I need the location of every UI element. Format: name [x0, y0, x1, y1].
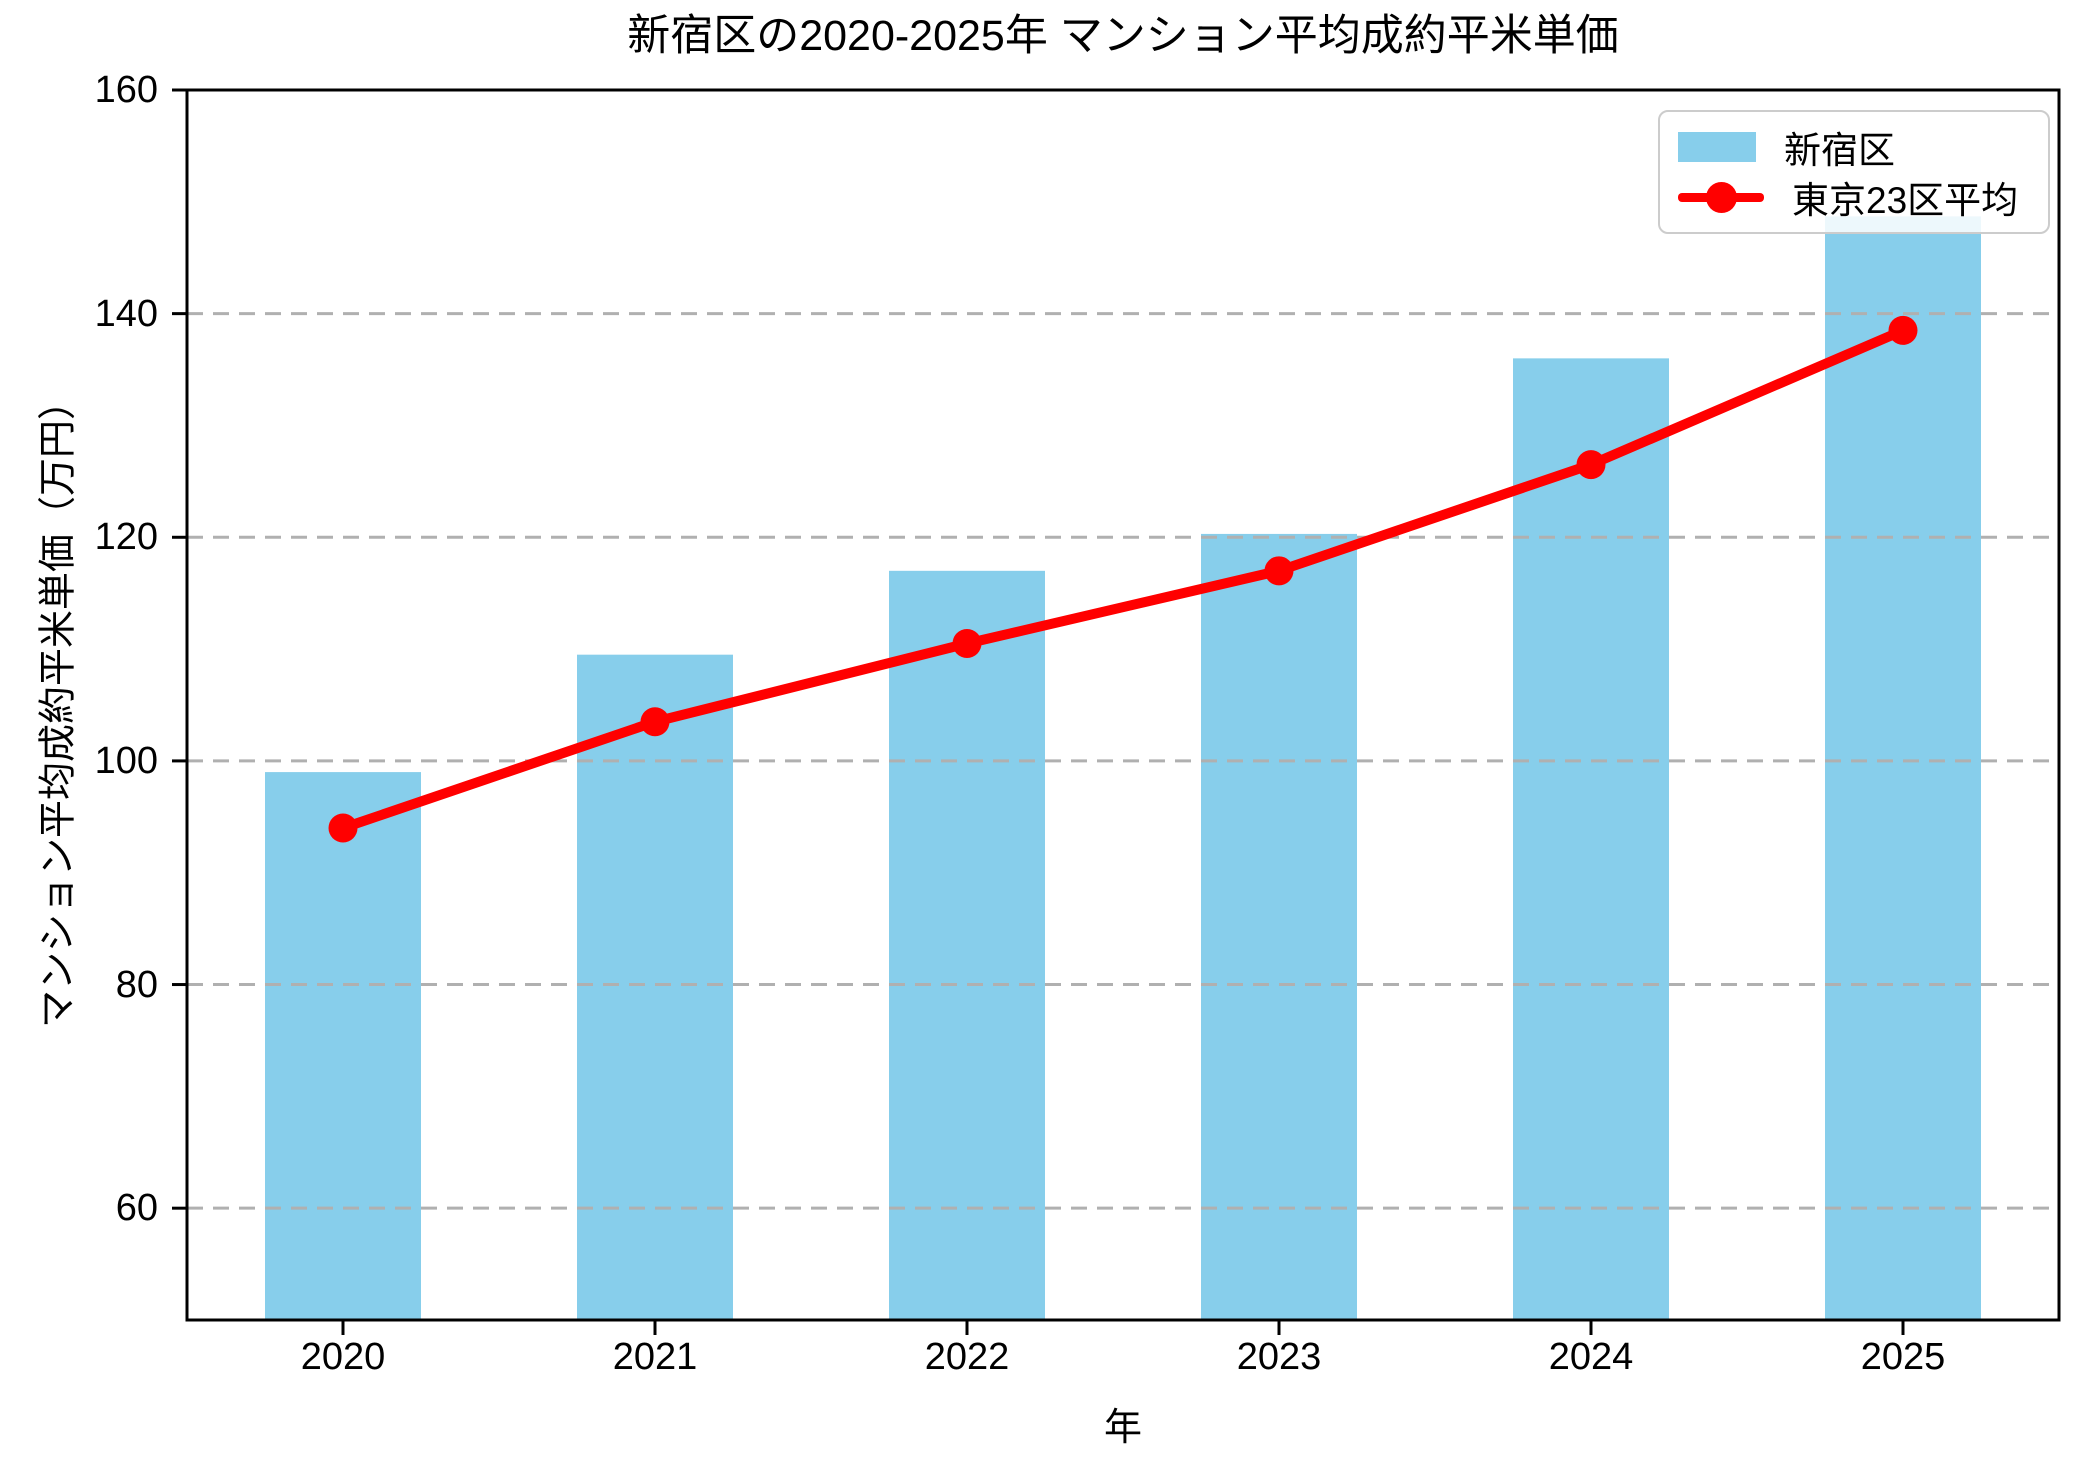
line-series	[338, 325, 1908, 833]
axis-spines	[185, 88, 2061, 1322]
x-tick-label-2022: 2022	[924, 1336, 1010, 1378]
legend-item-line-series: 東京23区平均	[1678, 174, 2030, 221]
bar-2022	[889, 570, 1045, 1320]
bar-2023	[1201, 533, 1357, 1320]
x-axis-label: 年	[1103, 1407, 1142, 1449]
legend-label-bar-series: 新宿区	[1784, 130, 1895, 171]
legend-line-marker-sample	[1678, 181, 1764, 213]
x-tick-label-2021: 2021	[612, 1336, 698, 1378]
line-marker-2025	[1888, 315, 1918, 345]
legend: 新宿区 東京23区平均	[1658, 110, 2050, 234]
y-tick-label-60: 60	[115, 1187, 158, 1230]
line-marker-2020	[328, 813, 358, 843]
legend-bar-swatch	[1678, 132, 1756, 162]
y-tick-label-120: 120	[94, 516, 158, 559]
line-marker-2021	[640, 707, 670, 737]
y-tick-label-160: 160	[94, 69, 158, 111]
y-tick-label-100: 100	[94, 739, 158, 782]
x-tick-label-2020: 2020	[300, 1336, 386, 1378]
bar-2020	[265, 772, 421, 1320]
chart-title: 新宿区の2020-2025年 マンション平均成約平米単価	[627, 12, 1619, 60]
x-tick-label-2023: 2023	[1236, 1336, 1322, 1378]
line-marker-2022	[952, 629, 982, 658]
bar-2024	[1513, 358, 1669, 1320]
line-marker-2024	[1576, 450, 1606, 480]
bar-2021	[577, 654, 733, 1320]
y-tick-label-80: 80	[115, 963, 158, 1006]
legend-dot-icon	[1705, 181, 1737, 213]
x-tick-label-2024: 2024	[1548, 1336, 1634, 1378]
bar-2025	[1825, 216, 1981, 1321]
line-marker-2023	[1264, 556, 1294, 586]
legend-label-line-series: 東京23区平均	[1792, 180, 2019, 221]
y-tick-label-140: 140	[94, 292, 158, 335]
legend-item-bar-series: 新宿区	[1678, 124, 2030, 171]
x-tick-label-2025: 2025	[1860, 1336, 1946, 1378]
